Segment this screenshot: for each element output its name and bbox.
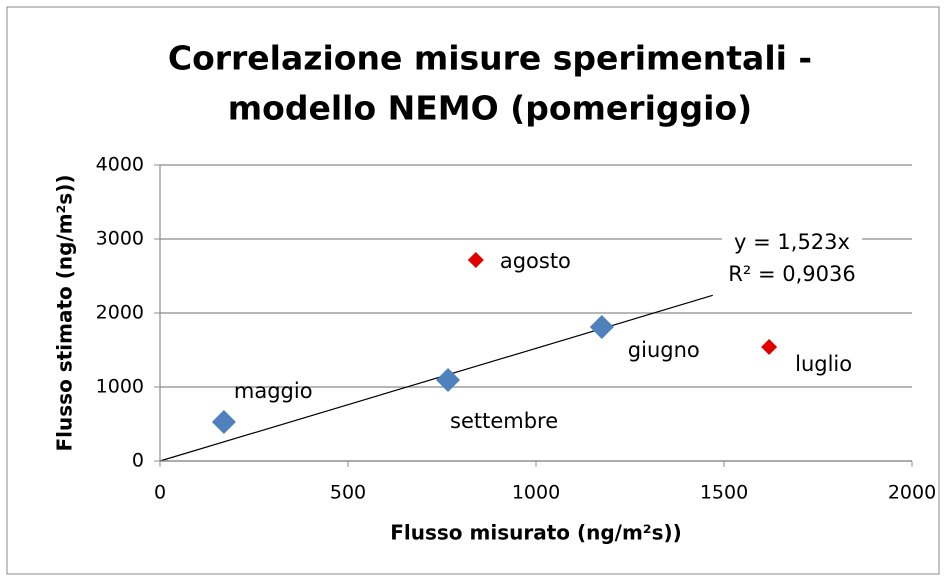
x-tick-label: 2000 [888, 482, 936, 504]
data-point [589, 315, 614, 340]
x-axis-label: Flusso misurato (ng/m²s)) [390, 521, 682, 545]
chart-frame [6, 6, 940, 575]
data-point [761, 339, 778, 356]
y-tick-label: 3000 [96, 228, 144, 250]
x-tick-label: 1500 [700, 482, 748, 504]
chart-title: modello NEMO (pomeriggio) [228, 89, 752, 128]
point-label: settembre [450, 409, 558, 433]
trendline-equation: y = 1,523x [734, 230, 850, 254]
y-tick-label: 4000 [96, 154, 144, 176]
point-label: giugno [628, 338, 700, 362]
point-label: agosto [500, 249, 571, 273]
y-tick-label: 0 [132, 450, 144, 472]
data-point [467, 252, 484, 269]
x-tick-label: 500 [330, 482, 366, 504]
trendline-r2: R² = 0,9036 [728, 262, 855, 286]
trendline [159, 294, 713, 462]
chart-title: Correlazione misure sperimentali - [168, 39, 812, 78]
x-tick-label: 0 [154, 482, 166, 504]
point-label: maggio [234, 379, 313, 403]
data-point [436, 367, 461, 392]
y-tick-label: 1000 [96, 376, 144, 398]
y-tick-label: 2000 [96, 302, 144, 324]
equation-bg [722, 226, 862, 290]
point-label: luglio [795, 352, 852, 376]
data-point [211, 410, 236, 435]
x-tick-label: 1000 [512, 482, 560, 504]
y-axis-label: Flusso stimato (ng/m²s)) [53, 175, 77, 452]
